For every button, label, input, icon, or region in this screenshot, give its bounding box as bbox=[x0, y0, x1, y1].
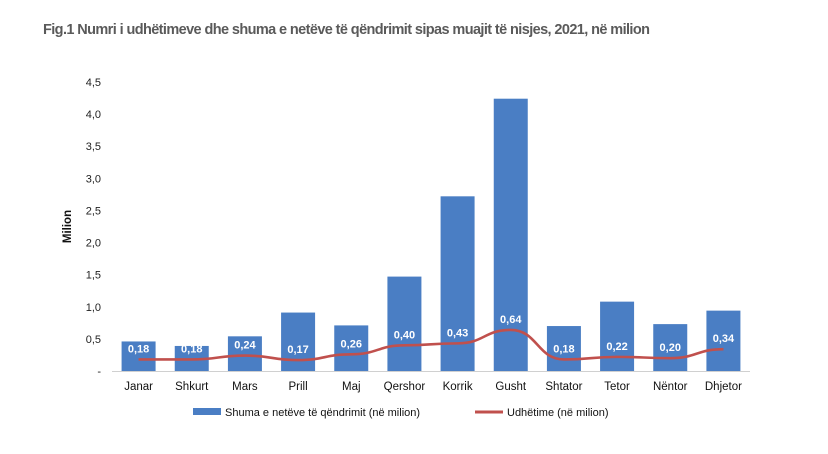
x-tick-label: Shtator bbox=[545, 381, 582, 393]
data-labels: 0,18 0,18 0,24 0,17 0,26 0,40 0,43 0,64 0,18 0,22… bbox=[128, 314, 735, 356]
data-label: 0,34 bbox=[713, 333, 735, 345]
x-tick-label: Dhjetor bbox=[705, 381, 742, 393]
y-tick-label: 4,5 bbox=[86, 77, 101, 89]
y-tick-label: 1,5 bbox=[86, 270, 101, 282]
bar bbox=[706, 310, 741, 371]
x-tick-label: Tetor bbox=[604, 381, 630, 393]
legend: Shuma e netëve të qëndrimit (në milion) … bbox=[193, 407, 608, 419]
data-label: 0,43 bbox=[447, 327, 468, 339]
y-tick-label: 1,0 bbox=[86, 302, 101, 314]
bar bbox=[227, 336, 262, 371]
bar bbox=[121, 341, 156, 371]
bar bbox=[546, 326, 581, 371]
x-tick-label: Nëntor bbox=[653, 381, 688, 393]
x-tick-label: Maj bbox=[342, 381, 361, 393]
chart-title: Fig.1 Numri i udhëtimeve dhe shuma e net… bbox=[43, 22, 650, 38]
data-label: 0,18 bbox=[181, 343, 202, 355]
bar bbox=[334, 325, 369, 371]
y-tick-label: 4,0 bbox=[86, 109, 101, 121]
data-label: 0,18 bbox=[553, 343, 574, 355]
bar bbox=[600, 301, 635, 371]
data-label: 0,22 bbox=[606, 341, 627, 353]
data-label: 0,40 bbox=[394, 329, 415, 341]
y-tick-label: - bbox=[97, 366, 101, 378]
data-label: 0,18 bbox=[128, 343, 149, 355]
y-tick-label: 2,0 bbox=[86, 238, 101, 250]
line-series bbox=[138, 328, 724, 362]
data-label: 0,24 bbox=[234, 340, 256, 352]
bar bbox=[653, 324, 688, 371]
y-tick-label: 0,5 bbox=[86, 334, 101, 346]
x-tick-label: Korrik bbox=[443, 381, 473, 393]
y-tick-label: 2,5 bbox=[86, 205, 101, 217]
x-tick-label: Janar bbox=[124, 381, 153, 393]
x-tick-label: Prill bbox=[288, 381, 307, 393]
data-label: 0,26 bbox=[341, 338, 362, 350]
data-label: 0,20 bbox=[660, 342, 681, 354]
y-tick-label: 3,5 bbox=[86, 141, 101, 153]
y-axis-label: Milion bbox=[62, 210, 74, 243]
y-axis: - 0,5 1,0 1,5 2,0 2,5 3,0 3,5 4,0 4,5 bbox=[86, 77, 102, 378]
bar bbox=[387, 276, 422, 371]
x-tick-label: Gusht bbox=[495, 381, 526, 393]
x-tick-label: Qershor bbox=[384, 381, 426, 393]
bar-series bbox=[121, 98, 741, 371]
data-label: 0,64 bbox=[500, 314, 522, 326]
legend-bar-label: Shuma e netëve të qëndrimit (në milion) bbox=[225, 407, 420, 419]
line-path bbox=[138, 328, 724, 362]
x-axis: Janar Shkurt Mars Prill Maj Qershor Korrik Gush… bbox=[112, 371, 750, 393]
legend-bar-swatch bbox=[193, 408, 221, 415]
x-tick-label: Shkurt bbox=[175, 381, 209, 393]
bar bbox=[281, 312, 316, 371]
bar bbox=[493, 98, 528, 371]
legend-line-label: Udhëtime (në milion) bbox=[507, 407, 608, 419]
y-tick-label: 3,0 bbox=[86, 173, 101, 185]
x-tick-label: Mars bbox=[232, 381, 258, 393]
data-label: 0,17 bbox=[287, 344, 308, 356]
